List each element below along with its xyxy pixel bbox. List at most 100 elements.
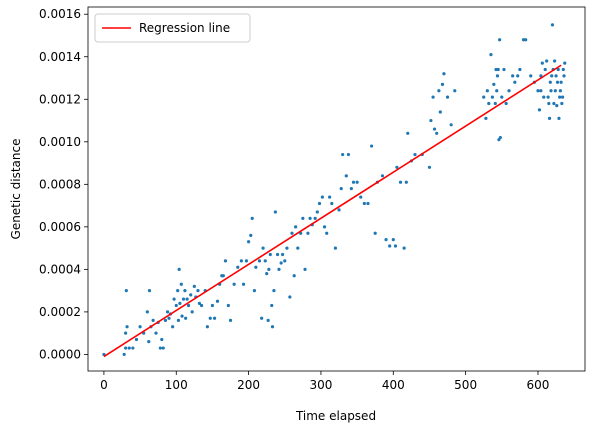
data-point	[485, 89, 489, 93]
data-point	[555, 104, 559, 108]
data-point	[270, 325, 275, 329]
data-point	[404, 180, 408, 184]
data-point	[337, 208, 341, 212]
data-point	[179, 282, 183, 286]
data-point	[221, 274, 225, 278]
data-point	[341, 152, 345, 157]
data-point	[232, 282, 236, 286]
y-tick-label: 0.0010	[39, 135, 81, 149]
data-point	[178, 301, 182, 305]
data-point	[267, 267, 271, 271]
x-axis-ticks: 0 100 200 300 400 500 600	[100, 371, 549, 392]
data-point	[550, 23, 555, 27]
data-point	[346, 152, 351, 157]
legend: Regression line	[94, 13, 251, 43]
data-point	[151, 318, 155, 322]
data-point	[306, 231, 310, 235]
data-point	[124, 289, 128, 293]
data-point	[359, 195, 363, 199]
data-point	[502, 67, 506, 72]
data-point	[277, 267, 281, 271]
data-point	[369, 144, 374, 148]
data-point	[539, 89, 543, 93]
data-point	[254, 265, 258, 269]
data-point	[196, 289, 200, 293]
data-point	[553, 89, 557, 93]
data-point	[265, 272, 269, 276]
data-point	[333, 246, 338, 250]
data-point	[315, 210, 319, 214]
x-tick-label: 100	[165, 378, 188, 392]
x-tick-label: 0	[100, 378, 108, 392]
data-point	[511, 74, 515, 78]
data-point	[435, 131, 439, 135]
y-tick-label: 0.0002	[39, 305, 81, 319]
data-point	[213, 316, 217, 320]
data-point	[210, 303, 215, 308]
data-point	[495, 74, 500, 78]
data-point	[453, 89, 457, 93]
data-point	[493, 101, 497, 106]
data-point	[122, 352, 126, 357]
data-point	[384, 238, 388, 242]
data-point	[366, 201, 370, 206]
data-point	[388, 244, 392, 248]
data-point	[176, 318, 181, 322]
data-point	[163, 318, 168, 322]
data-point	[261, 246, 265, 250]
data-point	[550, 74, 554, 78]
regression-line	[103, 64, 562, 358]
data-point	[413, 152, 417, 157]
data-point	[355, 180, 359, 184]
data-point	[432, 127, 437, 131]
data-point	[561, 67, 565, 72]
data-point	[344, 174, 348, 178]
legend-label: Regression line	[139, 21, 230, 35]
data-point	[223, 259, 228, 263]
data-point	[247, 240, 251, 244]
data-point	[165, 310, 170, 314]
data-point	[429, 118, 433, 123]
data-point	[562, 74, 566, 78]
data-point	[330, 201, 334, 206]
data-point	[438, 110, 442, 114]
data-point	[393, 244, 398, 248]
x-axis-label: Time elapsed	[295, 409, 376, 423]
data-point	[500, 95, 504, 99]
data-point	[189, 293, 193, 297]
data-point	[199, 303, 204, 308]
data-point	[303, 267, 307, 271]
data-point	[317, 201, 322, 206]
data-point	[504, 101, 508, 106]
plot-frame	[87, 6, 586, 372]
data-point	[442, 72, 446, 76]
data-point	[524, 38, 528, 42]
data-point	[260, 316, 264, 320]
data-point	[542, 95, 546, 99]
data-point	[543, 67, 547, 72]
data-point	[147, 340, 151, 344]
data-point	[279, 261, 283, 265]
plot-background	[88, 7, 585, 371]
data-point	[431, 95, 435, 99]
data-point	[172, 297, 176, 301]
data-point	[547, 101, 551, 106]
data-point	[507, 89, 511, 93]
legend-box	[94, 13, 251, 43]
data-point	[239, 259, 243, 263]
data-point	[373, 231, 377, 235]
y-tick-label: 0.0000	[39, 347, 81, 361]
data-point	[349, 186, 353, 191]
data-point	[320, 195, 324, 199]
data-point	[351, 180, 356, 184]
data-point	[197, 301, 202, 305]
data-point	[185, 297, 189, 301]
data-point	[208, 316, 212, 320]
y-tick-label: 0.0008	[39, 177, 81, 191]
data-point	[268, 252, 272, 257]
data-point	[557, 116, 561, 121]
data-point	[174, 303, 178, 308]
data-point	[537, 108, 542, 112]
data-point	[160, 337, 164, 342]
data-point	[177, 267, 181, 271]
